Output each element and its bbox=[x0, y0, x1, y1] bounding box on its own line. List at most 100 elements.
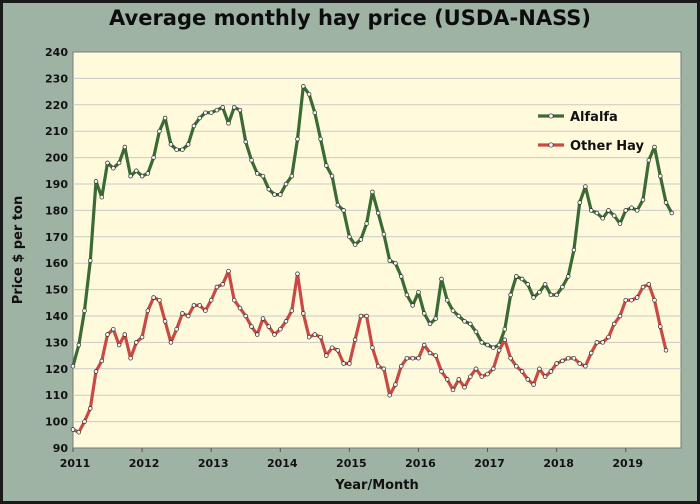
y-tick-label: 180 bbox=[45, 204, 68, 217]
data-point bbox=[185, 313, 191, 319]
legend-label: Other Hay bbox=[570, 139, 645, 154]
data-point bbox=[479, 340, 485, 345]
data-point bbox=[634, 208, 640, 213]
data-point bbox=[162, 319, 168, 324]
data-point bbox=[594, 210, 600, 216]
y-tick-label: 160 bbox=[45, 257, 68, 270]
data-point bbox=[485, 371, 490, 377]
data-point bbox=[583, 363, 588, 369]
data-point bbox=[145, 308, 151, 313]
data-point bbox=[335, 348, 341, 353]
data-point bbox=[669, 210, 675, 216]
data-point bbox=[663, 200, 669, 205]
x-tick-label: 2015 bbox=[336, 457, 367, 470]
data-point bbox=[128, 173, 133, 179]
data-point bbox=[640, 197, 646, 203]
data-point bbox=[514, 363, 519, 369]
data-point bbox=[398, 274, 404, 279]
data-point bbox=[70, 363, 76, 369]
data-point bbox=[629, 205, 634, 211]
data-point bbox=[421, 311, 427, 316]
data-point bbox=[646, 282, 652, 287]
data-point bbox=[381, 366, 387, 372]
data-point bbox=[197, 115, 202, 121]
data-point bbox=[629, 297, 634, 303]
data-point bbox=[456, 377, 462, 382]
data-point bbox=[646, 157, 652, 163]
data-point bbox=[347, 234, 352, 240]
data-point bbox=[203, 308, 208, 313]
data-point bbox=[347, 361, 352, 366]
data-point bbox=[462, 319, 467, 324]
data-point bbox=[237, 107, 243, 113]
data-point bbox=[231, 105, 237, 110]
data-point bbox=[157, 128, 162, 134]
data-point bbox=[375, 210, 381, 216]
data-point bbox=[537, 289, 542, 295]
data-point bbox=[174, 147, 179, 152]
data-point bbox=[554, 361, 559, 366]
data-point bbox=[214, 284, 220, 290]
data-point bbox=[606, 334, 611, 340]
y-tick-label: 110 bbox=[45, 389, 68, 402]
data-point bbox=[278, 326, 283, 332]
data-point bbox=[531, 295, 536, 300]
data-point bbox=[324, 353, 329, 358]
data-point bbox=[393, 382, 398, 387]
data-point bbox=[122, 332, 128, 337]
data-point bbox=[427, 321, 433, 327]
data-point bbox=[640, 284, 646, 290]
legend: Alfalfa Other Hay bbox=[538, 110, 645, 154]
data-point bbox=[312, 110, 318, 115]
data-point bbox=[617, 313, 623, 319]
data-point bbox=[410, 303, 415, 308]
data-point bbox=[249, 324, 254, 329]
data-point bbox=[306, 91, 312, 97]
data-point bbox=[283, 319, 289, 324]
data-point bbox=[393, 260, 398, 266]
data-point bbox=[410, 355, 415, 361]
data-point bbox=[623, 297, 628, 303]
x-tick-label: 2011 bbox=[60, 457, 91, 470]
data-point bbox=[444, 377, 450, 382]
data-point bbox=[214, 107, 220, 113]
data-point bbox=[93, 179, 99, 184]
data-point bbox=[450, 387, 456, 393]
data-point bbox=[197, 303, 202, 308]
y-tick-label: 230 bbox=[45, 72, 68, 85]
data-point bbox=[99, 358, 105, 364]
data-point bbox=[531, 382, 536, 387]
data-point bbox=[364, 313, 369, 319]
legend-label: Alfalfa bbox=[570, 110, 618, 125]
data-point bbox=[502, 326, 508, 332]
data-point bbox=[220, 105, 225, 110]
data-point bbox=[652, 144, 657, 150]
data-point bbox=[491, 345, 496, 350]
data-point bbox=[468, 374, 473, 379]
y-tick-label: 150 bbox=[45, 284, 68, 297]
data-point bbox=[272, 332, 277, 337]
y-tick-label: 170 bbox=[45, 231, 68, 244]
data-point bbox=[88, 258, 93, 263]
data-point bbox=[652, 297, 657, 303]
y-tick-label: 100 bbox=[45, 416, 68, 429]
data-point bbox=[571, 247, 577, 253]
data-point bbox=[306, 334, 312, 340]
data-point bbox=[122, 144, 128, 150]
data-point bbox=[88, 406, 93, 411]
data-point bbox=[352, 337, 358, 343]
data-point bbox=[254, 171, 260, 176]
data-point bbox=[364, 221, 369, 226]
data-point bbox=[548, 292, 554, 298]
data-point bbox=[456, 313, 462, 319]
data-point bbox=[180, 147, 185, 152]
data-point bbox=[335, 202, 341, 208]
data-point bbox=[577, 361, 582, 366]
y-tick-label: 190 bbox=[45, 178, 68, 191]
data-point bbox=[324, 163, 329, 168]
data-point bbox=[226, 268, 231, 274]
data-point bbox=[508, 355, 513, 361]
y-tick-label: 120 bbox=[45, 363, 68, 376]
data-point bbox=[663, 348, 669, 353]
